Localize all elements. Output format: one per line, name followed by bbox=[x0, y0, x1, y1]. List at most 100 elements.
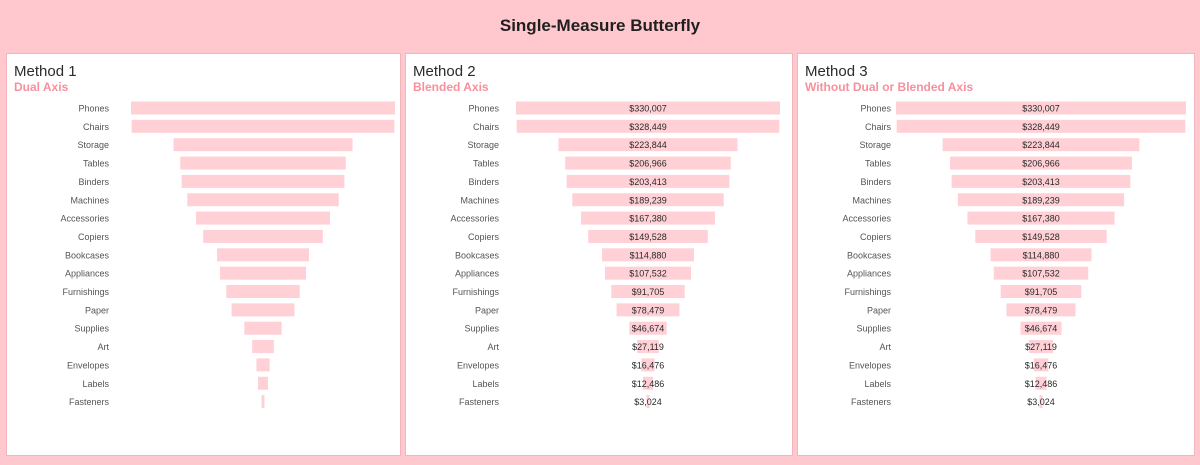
bar[interactable] bbox=[604, 266, 692, 280]
bar[interactable] bbox=[1033, 358, 1049, 372]
category-label: Tables bbox=[473, 159, 500, 169]
category-label: Copiers bbox=[860, 232, 892, 242]
category-label: Storage bbox=[859, 140, 891, 150]
value-label: $107,532 bbox=[629, 269, 667, 279]
value-label: $3,024 bbox=[634, 397, 662, 407]
bar[interactable] bbox=[131, 119, 395, 133]
value-label: $16,476 bbox=[632, 360, 665, 370]
value-label: $206,966 bbox=[629, 159, 667, 169]
category-label: Machines bbox=[852, 195, 891, 205]
bar[interactable] bbox=[181, 174, 345, 188]
bar[interactable] bbox=[646, 395, 650, 409]
value-label: $167,380 bbox=[629, 214, 667, 224]
category-label: Labels bbox=[864, 379, 891, 389]
bar[interactable] bbox=[516, 101, 780, 115]
bar[interactable] bbox=[1029, 340, 1053, 354]
category-label: Storage bbox=[467, 140, 499, 150]
category-label: Binders bbox=[468, 177, 499, 187]
bar[interactable] bbox=[256, 358, 270, 372]
bar[interactable] bbox=[203, 229, 323, 243]
bar[interactable] bbox=[967, 211, 1115, 225]
bar[interactable] bbox=[616, 303, 680, 317]
bar[interactable] bbox=[611, 285, 685, 298]
bar[interactable] bbox=[1035, 376, 1047, 390]
bar[interactable] bbox=[1006, 303, 1076, 317]
bar[interactable] bbox=[173, 138, 353, 152]
panel-title: Method 2 bbox=[413, 63, 476, 80]
category-label: Fasteners bbox=[851, 397, 892, 407]
bar[interactable] bbox=[566, 174, 730, 188]
bar[interactable] bbox=[258, 376, 268, 390]
value-label: $330,007 bbox=[1022, 104, 1060, 114]
bar[interactable] bbox=[950, 156, 1132, 170]
panel-title: Method 3 bbox=[805, 63, 868, 80]
bar[interactable] bbox=[957, 193, 1125, 207]
category-label: Bookcases bbox=[847, 250, 892, 260]
panel-subtitle: Without Dual or Blended Axis bbox=[805, 80, 974, 94]
value-label: $223,844 bbox=[1022, 140, 1060, 150]
category-label: Paper bbox=[475, 305, 499, 315]
category-label: Copiers bbox=[78, 232, 110, 242]
category-label: Storage bbox=[77, 140, 109, 150]
bar[interactable] bbox=[641, 358, 655, 372]
value-label: $114,880 bbox=[1023, 250, 1060, 260]
category-label: Accessories bbox=[60, 214, 109, 224]
bar[interactable] bbox=[565, 156, 731, 170]
category-label: Chairs bbox=[473, 122, 500, 132]
bar[interactable] bbox=[226, 285, 300, 298]
bar[interactable] bbox=[896, 119, 1186, 133]
bar[interactable] bbox=[1039, 395, 1043, 409]
category-label: Accessories bbox=[450, 214, 499, 224]
value-label: $167,380 bbox=[1022, 214, 1060, 224]
bar[interactable] bbox=[951, 174, 1131, 188]
bar[interactable] bbox=[261, 395, 265, 409]
bar[interactable] bbox=[131, 101, 395, 115]
bar[interactable] bbox=[993, 266, 1089, 280]
category-label: Phones bbox=[860, 104, 891, 114]
value-label: $3,024 bbox=[1027, 397, 1055, 407]
category-label: Phones bbox=[78, 104, 109, 114]
bar[interactable] bbox=[629, 321, 667, 335]
value-label: $91,705 bbox=[632, 287, 665, 297]
category-label: Bookcases bbox=[455, 250, 500, 260]
value-label: $12,486 bbox=[1025, 379, 1058, 389]
bar[interactable] bbox=[643, 376, 653, 390]
category-label: Art bbox=[97, 342, 109, 352]
value-label: $328,449 bbox=[629, 122, 667, 132]
bar[interactable] bbox=[990, 248, 1092, 262]
category-label: Appliances bbox=[847, 269, 892, 279]
bar[interactable] bbox=[581, 211, 715, 225]
bar[interactable] bbox=[896, 101, 1186, 115]
bar[interactable] bbox=[180, 156, 346, 170]
value-label: $78,479 bbox=[632, 305, 665, 315]
category-label: Furnishings bbox=[62, 287, 109, 297]
bar[interactable] bbox=[1020, 321, 1062, 335]
category-label: Furnishings bbox=[844, 287, 891, 297]
bar[interactable] bbox=[231, 303, 295, 317]
bar[interactable] bbox=[558, 138, 738, 152]
category-label: Fasteners bbox=[69, 397, 110, 407]
category-label: Tables bbox=[865, 159, 892, 169]
category-label: Appliances bbox=[455, 269, 500, 279]
value-label: $149,528 bbox=[629, 232, 667, 242]
bar[interactable] bbox=[252, 340, 274, 354]
category-label: Machines bbox=[460, 195, 499, 205]
value-label: $46,674 bbox=[632, 324, 665, 334]
bar[interactable] bbox=[602, 248, 694, 262]
bar[interactable] bbox=[219, 266, 307, 280]
bar[interactable] bbox=[942, 138, 1140, 152]
bar[interactable] bbox=[1000, 285, 1082, 298]
bar[interactable] bbox=[217, 248, 309, 262]
bar[interactable] bbox=[187, 193, 339, 207]
bar[interactable] bbox=[196, 211, 330, 225]
bar[interactable] bbox=[516, 119, 780, 133]
value-label: $107,532 bbox=[1022, 269, 1060, 279]
bar[interactable] bbox=[637, 340, 659, 354]
bar[interactable] bbox=[588, 229, 708, 243]
category-label: Tables bbox=[83, 159, 110, 169]
category-label: Fasteners bbox=[459, 397, 500, 407]
bar[interactable] bbox=[572, 193, 724, 207]
value-label: $27,119 bbox=[632, 342, 664, 352]
bar[interactable] bbox=[244, 321, 282, 335]
bar[interactable] bbox=[975, 229, 1107, 243]
